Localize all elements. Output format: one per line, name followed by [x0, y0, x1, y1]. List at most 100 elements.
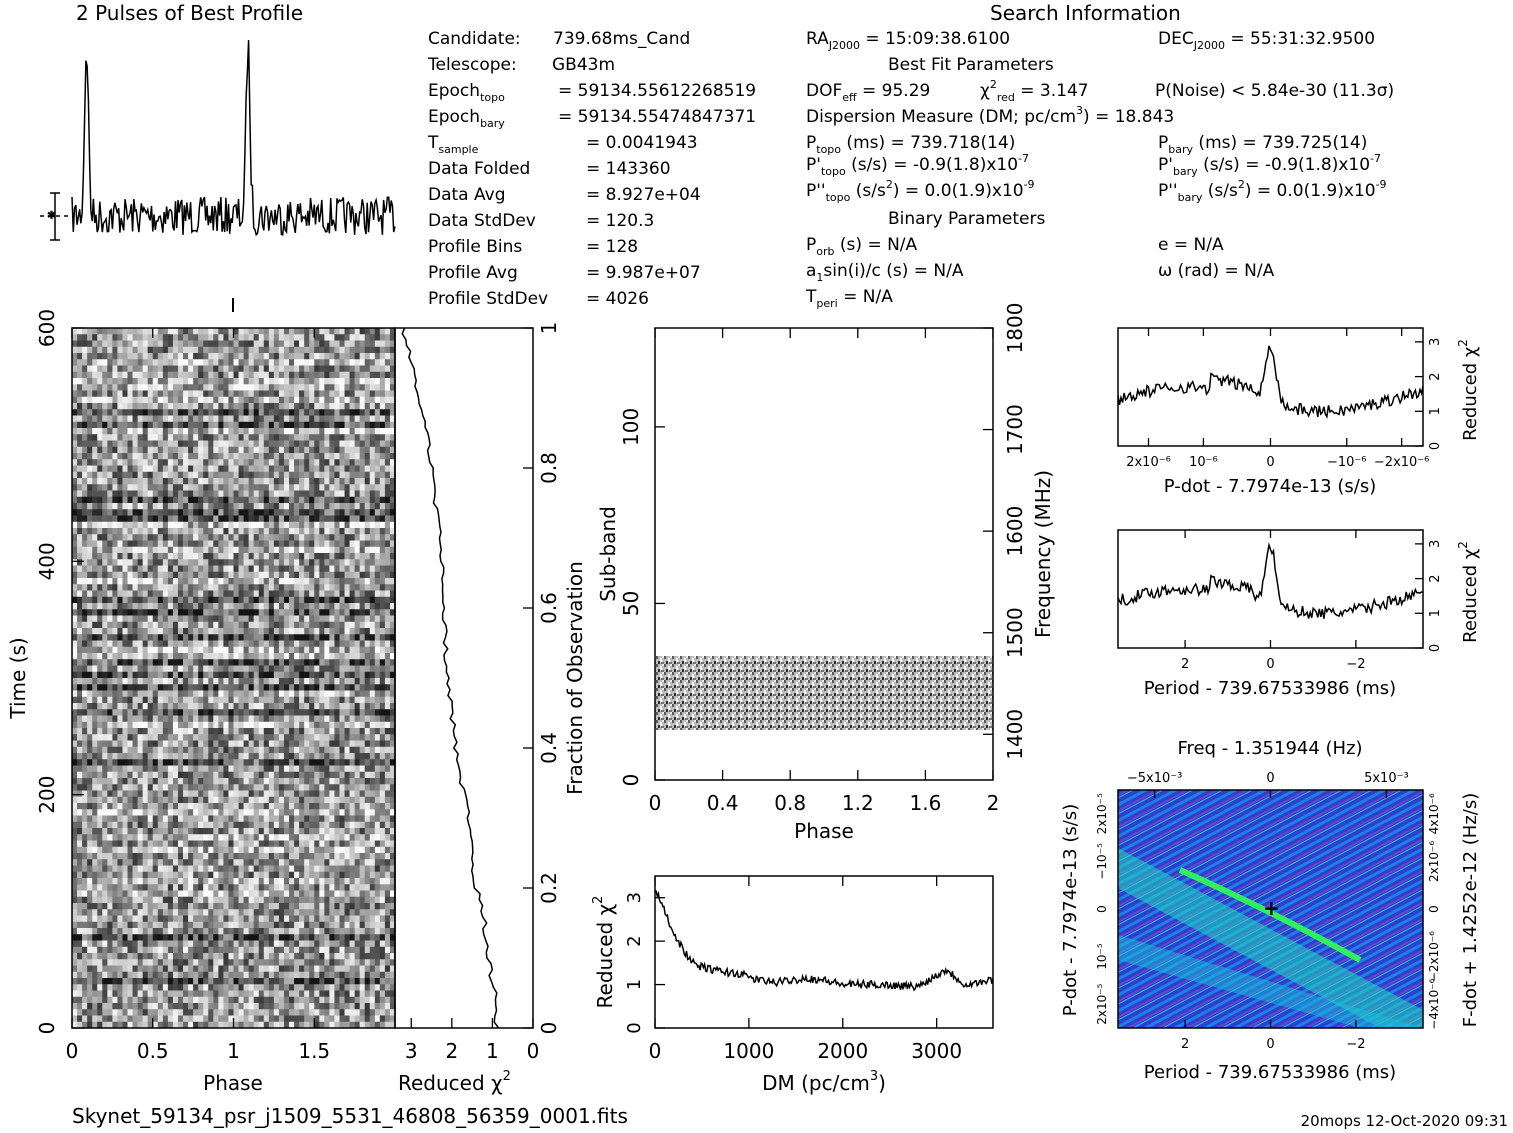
heatmap-cell	[92, 440, 98, 448]
heatmap-cell	[238, 471, 244, 479]
heatmap-cell	[278, 396, 285, 404]
heatmap-cell	[379, 678, 386, 685]
heatmap-cell	[147, 778, 154, 785]
heatmap-cell	[152, 634, 159, 641]
heatmap-cell	[213, 465, 219, 473]
heatmap-cell	[389, 571, 396, 579]
heatmap-cell	[253, 446, 260, 454]
heatmap-cell	[183, 721, 189, 729]
heatmap-cell	[314, 759, 320, 766]
heatmap-cell	[253, 659, 260, 666]
heatmap-cell	[193, 784, 199, 791]
heatmap-cell	[122, 740, 128, 748]
heatmap-cell	[233, 659, 239, 666]
heatmap-cell	[253, 390, 260, 398]
heatmap-cell	[77, 334, 83, 341]
heatmap-cell	[112, 490, 118, 498]
heatmap-cell	[319, 621, 325, 629]
heatmap-cell	[299, 796, 305, 804]
heatmap-cell	[107, 609, 113, 616]
heatmap-cell	[112, 465, 118, 473]
heatmap-cell	[329, 684, 335, 691]
heatmap-cell	[72, 353, 78, 360]
heatmap-cell	[77, 734, 83, 741]
heatmap-cell	[354, 665, 360, 673]
heatmap-cell	[102, 365, 108, 373]
heatmap-cell	[263, 546, 270, 554]
heatmap-cell	[112, 678, 118, 685]
heatmap-cell	[203, 571, 209, 579]
heatmap-cell	[243, 771, 249, 779]
heatmap-cell	[263, 703, 270, 710]
heatmap-cell	[369, 353, 376, 360]
heatmap-cell	[334, 528, 340, 535]
heatmap-cell	[82, 578, 88, 585]
heatmap-cell	[384, 478, 391, 485]
heatmap-cell	[183, 678, 189, 685]
heatmap-cell	[299, 490, 305, 498]
heatmap-cell	[117, 684, 123, 691]
heatmap-cell	[283, 546, 290, 554]
heatmap-cell	[213, 571, 219, 579]
heatmap-cell	[188, 446, 194, 454]
heatmap-cell	[359, 590, 366, 598]
heatmap-cell	[127, 709, 133, 716]
heatmap-cell	[389, 634, 396, 641]
heatmap-cell	[183, 459, 189, 466]
heatmap-cell	[117, 590, 123, 598]
heatmap-cell	[369, 428, 376, 435]
heatmap-cell	[359, 546, 366, 554]
heatmap-cell	[344, 671, 350, 679]
heatmap-cell	[92, 803, 98, 810]
heatmap-cell	[188, 359, 194, 366]
heatmap-cell	[142, 603, 149, 610]
heatmap-cell	[172, 434, 179, 441]
heatmap-cell	[389, 609, 396, 616]
heatmap-cell	[72, 521, 78, 529]
heatmap-cell	[273, 715, 280, 723]
heatmap-cell	[233, 465, 239, 473]
heatmap-cell	[132, 434, 138, 441]
heatmap-cell	[183, 671, 189, 679]
heatmap-cell	[324, 640, 330, 648]
heatmap-cell	[112, 440, 118, 448]
heatmap-cell	[122, 515, 128, 523]
heatmap-cell	[253, 353, 260, 360]
heatmap-cell	[77, 384, 83, 391]
heatmap-cell	[188, 340, 194, 348]
heatmap-cell	[374, 540, 381, 548]
heatmap-cell	[172, 753, 179, 760]
heatmap-cell	[117, 709, 123, 716]
heatmap-cell	[102, 765, 108, 773]
heatmap-cell	[359, 409, 366, 416]
heatmap-cell	[142, 565, 149, 573]
heatmap-cell	[203, 509, 209, 516]
heatmap-cell	[82, 334, 88, 341]
heatmap-cell	[213, 421, 219, 429]
heatmap-cell	[198, 496, 204, 504]
heatmap-cell	[162, 459, 169, 466]
heatmap-cell	[188, 778, 194, 785]
heatmap-cell	[278, 440, 285, 448]
heatmap-cell	[369, 746, 376, 754]
heatmap-cell	[379, 515, 386, 523]
heatmap-cell	[122, 496, 128, 504]
heatmap-cell	[319, 503, 325, 510]
heatmap-cell	[324, 440, 330, 448]
heatmap-cell	[72, 465, 78, 473]
heatmap-cell	[389, 596, 396, 604]
heatmap-cell	[344, 546, 350, 554]
heatmap-cell	[127, 409, 133, 416]
heatmap-cell	[213, 434, 219, 441]
heatmap-cell	[203, 740, 209, 748]
heatmap-cell	[389, 746, 396, 754]
heatmap-cell	[82, 703, 88, 710]
heatmap-cell	[137, 765, 143, 773]
heatmap-cell	[243, 596, 249, 604]
heatmap-cell	[304, 559, 310, 566]
heatmap-cell	[339, 659, 345, 666]
heatmap-cell	[188, 796, 194, 804]
heatmap-cell	[162, 559, 169, 566]
heatmap-cell	[344, 428, 350, 435]
heatmap-cell	[309, 515, 315, 523]
